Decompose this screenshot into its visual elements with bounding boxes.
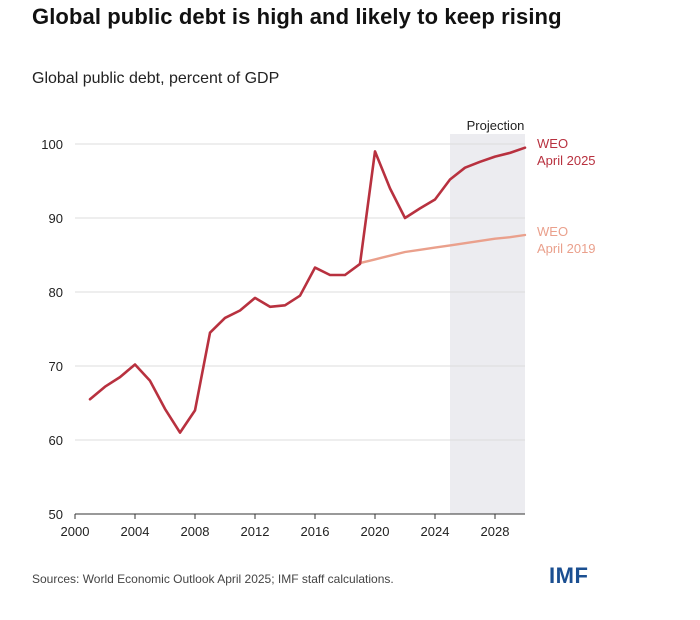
y-tick-label: 90 xyxy=(49,211,63,226)
x-tick-label: 2004 xyxy=(121,524,150,539)
series-label-weo-april-2025: WEO xyxy=(537,136,568,151)
series-line-weo-april-2019 xyxy=(358,233,527,265)
y-tick-label: 100 xyxy=(41,137,63,152)
projection-band xyxy=(450,134,525,514)
y-tick-label: 70 xyxy=(49,359,63,374)
axes: 50 60 70 80 90 100 2000 2004 2008 2012 2016 2020 202… xyxy=(41,137,525,539)
x-tick-label: 2028 xyxy=(481,524,510,539)
y-tick-label: 60 xyxy=(49,433,63,448)
series-line-weo-april-2025 xyxy=(88,146,527,434)
imf-logo: IMF xyxy=(549,563,589,588)
projection-label: Projection xyxy=(467,118,525,133)
y-tick-label: 50 xyxy=(49,507,63,522)
gridlines xyxy=(75,143,525,441)
series-label-weo-april-2025: April 2025 xyxy=(537,153,596,168)
x-tick-label: 2020 xyxy=(361,524,390,539)
series-labels: WEO April 2025 WEO April 2019 xyxy=(537,136,596,256)
x-tick-label: 2024 xyxy=(421,524,450,539)
x-tick-label: 2000 xyxy=(61,524,90,539)
x-tick-label: 2016 xyxy=(301,524,330,539)
chart-title: Global public debt is high and likely to… xyxy=(32,4,562,29)
line-chart: Projection 50 60 70 80 90 100 2000 2004 2008 2012… xyxy=(41,118,596,539)
chart-subtitle: Global public debt, percent of GDP xyxy=(32,70,280,87)
projection-band-layer: Projection xyxy=(450,118,525,514)
y-tick-label: 80 xyxy=(49,285,63,300)
source-note: Sources: World Economic Outlook April 20… xyxy=(32,572,394,586)
x-tick-label: 2012 xyxy=(241,524,270,539)
series-lines xyxy=(88,146,527,434)
series-label-weo-april-2019: WEO xyxy=(537,224,568,239)
x-tick-label: 2008 xyxy=(181,524,210,539)
series-label-weo-april-2019: April 2019 xyxy=(537,241,596,256)
